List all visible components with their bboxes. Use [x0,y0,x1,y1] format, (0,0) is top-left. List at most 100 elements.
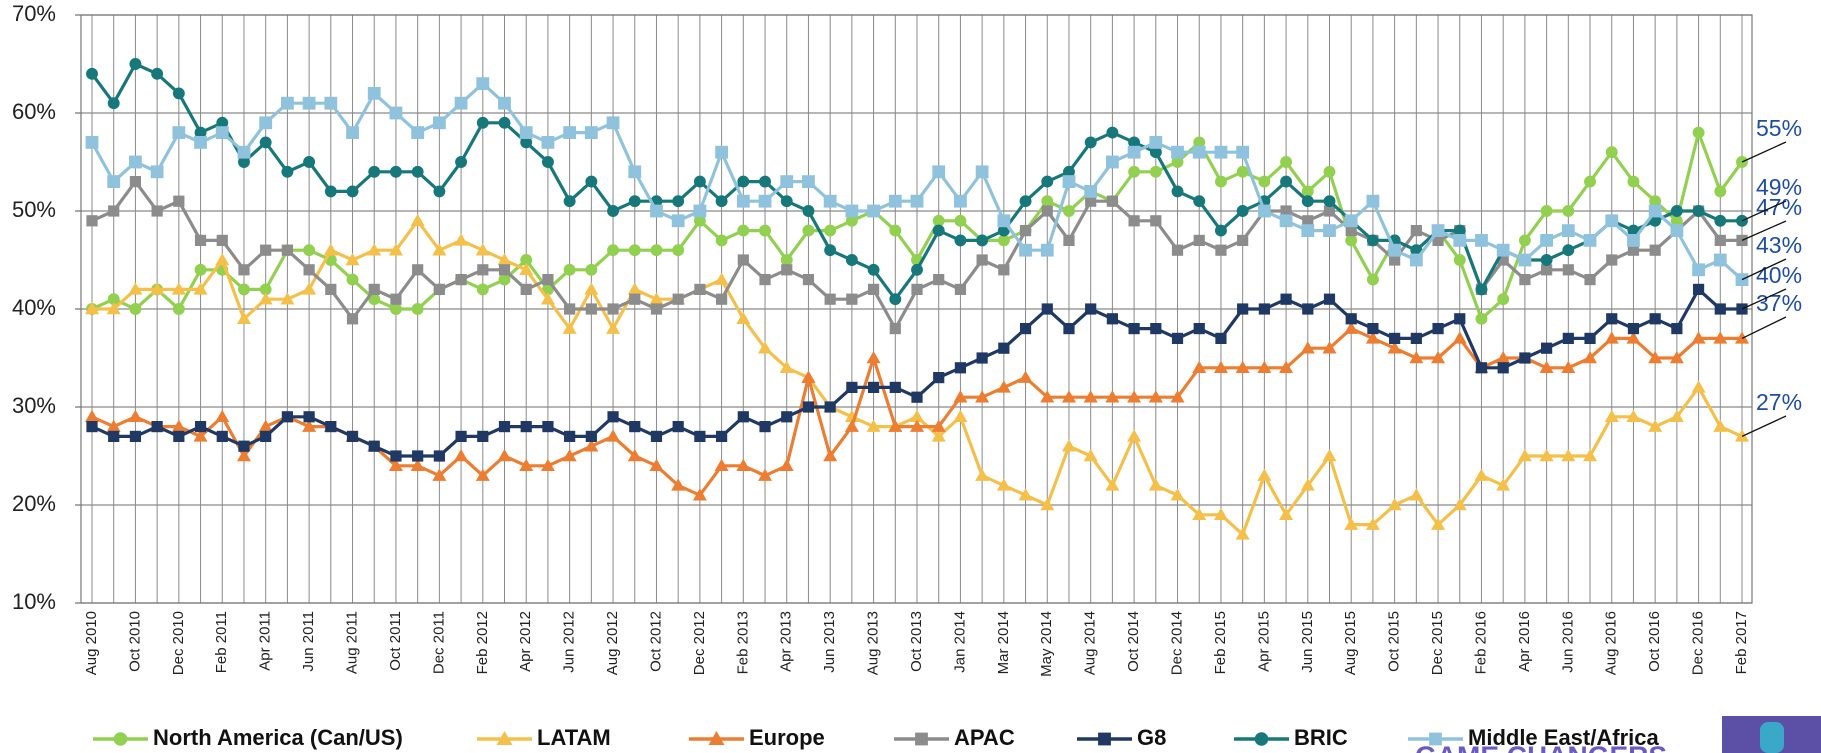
marker [173,430,185,442]
marker [1606,313,1618,325]
marker [540,292,555,305]
marker [1713,253,1727,267]
marker [1344,321,1359,334]
marker [216,430,228,442]
marker [1496,351,1511,364]
marker [672,421,684,433]
marker [85,409,99,423]
marker [151,67,164,80]
marker [433,283,445,295]
marker [737,224,750,237]
marker [650,303,663,315]
marker [716,293,728,305]
marker [606,321,621,334]
marker [1106,313,1118,325]
marker [1649,214,1662,227]
x-tick-label: Jun 2012 [561,611,578,673]
logo-icon-inner [1760,722,1784,753]
x-tick-label: May 2014 [1038,611,1055,677]
marker [238,264,250,276]
marker [802,274,815,286]
marker [715,195,728,208]
x-tick-label: Aug 2013 [865,611,882,675]
marker [910,419,924,432]
marker [1452,498,1467,511]
marker [1041,205,1053,217]
marker [976,352,988,364]
marker [1214,175,1227,188]
marker [1105,478,1120,491]
marker [824,224,837,237]
marker [975,468,990,481]
marker [1213,507,1228,521]
marker [173,195,185,207]
marker [1061,439,1076,452]
marker [432,468,447,481]
marker [367,243,382,256]
marker [1735,331,1749,344]
marker [736,311,751,325]
marker [998,342,1010,354]
x-tick-label: Feb 2016 [1472,611,1489,674]
marker [888,194,902,208]
marker [1063,205,1075,217]
marker [410,458,425,472]
marker [846,293,858,305]
marker [802,401,815,413]
marker [1235,360,1250,374]
marker [931,429,946,442]
x-tick-label: Dec 2016 [1690,611,1707,675]
marker [215,126,229,139]
marker [692,488,707,501]
marker [106,419,121,432]
marker [1344,517,1359,530]
x-tick-label: Feb 2013 [734,611,751,674]
x-tick-label: Mar 2014 [995,611,1012,674]
marker [260,430,272,442]
marker [302,282,317,295]
marker [1583,449,1598,462]
x-tick-label: Feb 2012 [474,611,491,674]
marker [693,175,706,188]
marker [628,244,641,257]
marker [846,381,858,393]
marker [454,233,469,246]
marker [129,430,142,442]
marker [954,214,967,227]
marker [520,136,533,149]
marker [1257,468,1272,481]
marker [1714,234,1726,246]
marker [1192,145,1206,159]
marker [303,156,316,168]
marker [1519,352,1531,364]
marker [368,283,380,295]
x-tick-label: Oct 2011 [387,611,404,671]
marker [519,458,534,472]
marker [151,205,163,217]
marker [562,321,577,334]
marker [1148,478,1163,491]
x-tick-label: Dec 2010 [170,611,187,675]
marker [1475,234,1488,247]
marker [672,195,685,208]
marker [1561,449,1576,462]
marker [1041,195,1054,208]
marker [1345,225,1357,237]
marker [1192,507,1207,521]
marker [1475,283,1488,296]
marker [780,195,793,208]
marker [781,264,793,276]
marker [1670,224,1684,237]
marker [1671,323,1683,335]
x-tick-label: Jun 2011 [300,611,317,672]
marker [520,254,533,266]
marker [1562,205,1575,217]
marker [1149,136,1163,149]
grid [75,14,1752,604]
marker [258,419,273,432]
x-tick-label: Dec 2012 [691,611,708,675]
marker [432,243,447,256]
marker [475,468,490,481]
end-label: 49% [1756,174,1802,200]
marker [1692,205,1705,217]
